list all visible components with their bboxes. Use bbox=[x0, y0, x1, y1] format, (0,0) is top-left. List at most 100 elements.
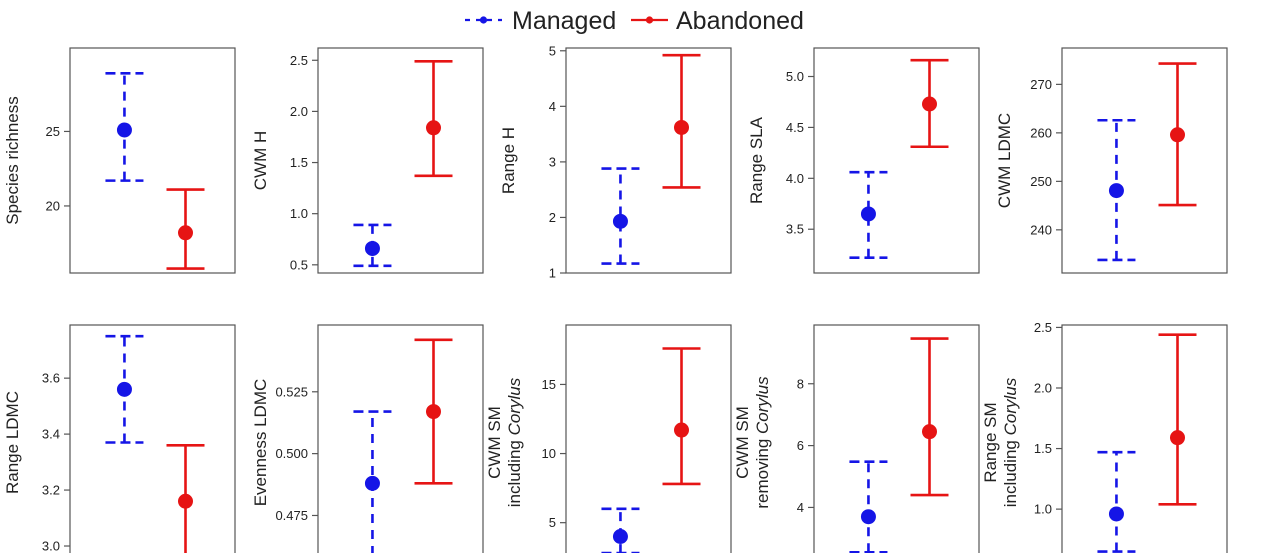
managed-errorbar bbox=[105, 334, 144, 444]
y-axis-label: Range H bbox=[499, 127, 518, 194]
mean-point bbox=[1170, 127, 1185, 143]
mean-point bbox=[922, 96, 937, 112]
managed-errorbar bbox=[601, 507, 640, 553]
y-tick-label: 0.525 bbox=[275, 384, 308, 399]
managed-errorbar bbox=[353, 410, 392, 553]
mean-point bbox=[612, 529, 628, 544]
y-tick-label: 1.5 bbox=[1034, 441, 1052, 456]
panel-frame bbox=[1061, 324, 1228, 553]
panel-5: 240 250 260 270 CWM LDMC bbox=[995, 47, 1228, 274]
y-tick-label: 2.0 bbox=[1034, 380, 1052, 395]
panel-frame bbox=[813, 47, 980, 274]
y-tick-label: 25 bbox=[46, 124, 60, 139]
y-tick-label: 3.2 bbox=[42, 483, 60, 498]
panel-8: 5 10 15 CWM SM including Corylus bbox=[485, 324, 732, 553]
panel-frame bbox=[69, 47, 236, 274]
y-tick-label: 0.500 bbox=[275, 446, 308, 461]
y-axis-label: Range LDMC bbox=[3, 391, 22, 494]
y-tick-label: 4 bbox=[797, 500, 804, 515]
panel-frame bbox=[813, 324, 980, 553]
managed-errorbar bbox=[849, 460, 888, 553]
y-tick-label: 1.5 bbox=[290, 155, 308, 170]
panel-frame bbox=[1061, 47, 1228, 274]
y-tick-label: 3 bbox=[549, 154, 556, 169]
abandoned-errorbar bbox=[910, 337, 949, 497]
y-tick-label: 6 bbox=[797, 438, 804, 453]
panel-frame bbox=[565, 324, 732, 553]
y-tick-label: 5.0 bbox=[786, 69, 804, 84]
mean-point bbox=[922, 424, 937, 440]
y-tick-label: 1 bbox=[549, 266, 556, 281]
y-tick-label: 3.0 bbox=[42, 539, 60, 553]
mean-point bbox=[612, 213, 628, 229]
legend-abandoned: Abandoned bbox=[631, 7, 804, 35]
mean-point bbox=[860, 206, 876, 222]
legend: Managed Abandoned bbox=[465, 7, 804, 35]
y-tick-label: 1.0 bbox=[1034, 502, 1052, 517]
y-axis-label-line: including Corylus bbox=[1001, 377, 1020, 507]
y-axis-label: CWM LDMC bbox=[995, 113, 1014, 208]
panel-frame bbox=[317, 47, 484, 274]
y-tick-label: 250 bbox=[1030, 174, 1052, 189]
y-tick-label: 5 bbox=[549, 515, 556, 530]
mean-point bbox=[426, 404, 441, 420]
managed-errorbar bbox=[353, 223, 392, 268]
mean-point bbox=[1108, 183, 1124, 199]
mean-point bbox=[860, 509, 876, 525]
abandoned-errorbar bbox=[910, 58, 949, 149]
abandoned-errorbar bbox=[662, 347, 701, 486]
panel-3: 1 2 3 4 5 Range H bbox=[499, 43, 732, 281]
y-tick-label: 0.475 bbox=[275, 508, 308, 523]
panel-2: 0.5 1.0 1.5 2.0 2.5 CWM H bbox=[251, 47, 484, 274]
y-tick-label: 8 bbox=[797, 376, 804, 391]
legend-managed-label: Managed bbox=[512, 7, 616, 35]
mean-point bbox=[1170, 430, 1185, 446]
mean-point bbox=[364, 475, 380, 491]
mean-point bbox=[116, 122, 132, 138]
y-axis-label-line: including Corylus bbox=[505, 377, 524, 507]
y-tick-label: 2 bbox=[549, 210, 556, 225]
y-tick-label: 3.4 bbox=[42, 427, 60, 442]
y-tick-label: 5 bbox=[549, 43, 556, 58]
y-axis-label-line: removing Corylus bbox=[753, 376, 772, 509]
panel-1: 20 25 Species richness bbox=[3, 47, 236, 274]
panel-4: 3.5 4.0 4.5 5.0 Range SLA bbox=[747, 47, 980, 274]
mean-point bbox=[1108, 506, 1124, 522]
abandoned-errorbar bbox=[662, 53, 701, 189]
y-tick-label: 1.0 bbox=[290, 206, 308, 221]
y-tick-label: 20 bbox=[46, 198, 60, 213]
y-tick-label: 4.5 bbox=[786, 120, 804, 135]
y-axis-label-line: CWM SM bbox=[485, 406, 504, 479]
y-tick-label: 3.5 bbox=[786, 222, 804, 237]
abandoned-errorbar bbox=[166, 188, 205, 270]
panel-frame bbox=[317, 324, 484, 553]
panel-9: 4 6 8 CWM SM removing Corylus bbox=[733, 324, 980, 553]
mean-point bbox=[364, 240, 380, 256]
y-axis-label: Evenness LDMC bbox=[251, 379, 270, 507]
y-tick-label: 2.0 bbox=[290, 104, 308, 119]
y-tick-label: 10 bbox=[542, 446, 556, 461]
y-axis-label: Range SLA bbox=[747, 116, 766, 204]
y-tick-label: 3.6 bbox=[42, 371, 60, 386]
legend-managed: Managed bbox=[465, 7, 616, 35]
mean-point bbox=[178, 225, 193, 241]
y-tick-label: 260 bbox=[1030, 125, 1052, 140]
y-tick-label: 270 bbox=[1030, 77, 1052, 92]
abandoned-errorbar bbox=[1158, 333, 1197, 506]
managed-errorbar bbox=[105, 72, 144, 182]
mean-point bbox=[116, 381, 132, 397]
y-axis-label-line: CWM SM bbox=[733, 406, 752, 479]
abandoned-errorbar bbox=[414, 338, 453, 485]
abandoned-errorbar bbox=[166, 443, 205, 553]
panel-frame bbox=[565, 47, 732, 274]
managed-errorbar bbox=[1097, 118, 1136, 262]
y-tick-label: 2.5 bbox=[1034, 320, 1052, 335]
mean-point bbox=[178, 493, 193, 509]
panel-frame bbox=[69, 324, 236, 553]
panel-7: 0.475 0.500 0.525 Evenness LDMC bbox=[251, 324, 484, 553]
y-tick-label: 240 bbox=[1030, 222, 1052, 237]
y-tick-label: 4 bbox=[549, 99, 556, 114]
managed-errorbar bbox=[601, 167, 640, 265]
abandoned-errorbar bbox=[1158, 62, 1197, 207]
